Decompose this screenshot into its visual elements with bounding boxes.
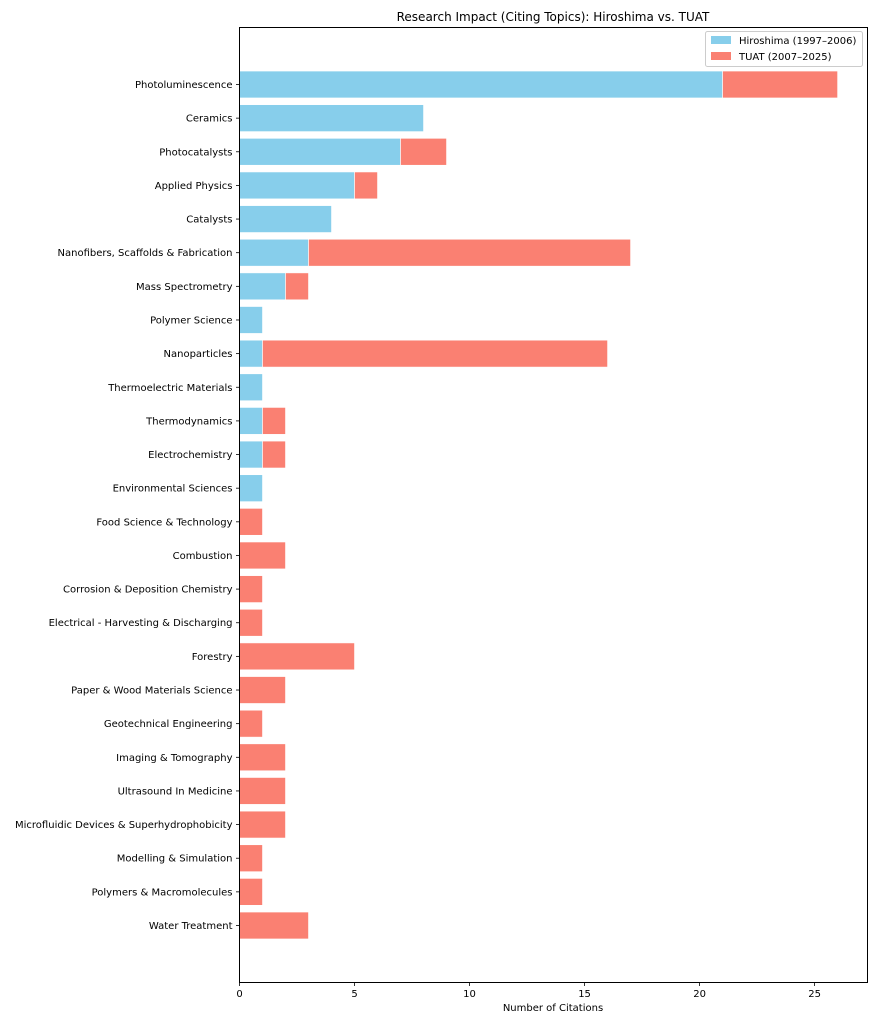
y-tick-label: Thermodynamics — [145, 416, 232, 427]
bar-hiroshima-ceramics — [239, 104, 424, 132]
bar-tuat-combustion — [239, 541, 286, 570]
bar-tuat-imaging-tomography — [239, 743, 286, 772]
bar-tuat-paper-wood-materials-science — [239, 676, 286, 704]
x-tick-label: 10 — [463, 989, 476, 1000]
bar-tuat-applied-physics — [354, 171, 378, 200]
bar-hiroshima-environmental-sciences — [239, 474, 263, 502]
plot-frame — [239, 27, 868, 983]
y-tick-label: Polymers & Macromolecules — [92, 887, 233, 898]
bar-hiroshima-applied-physics — [239, 171, 355, 200]
x-tick-label: 25 — [808, 989, 821, 1000]
bar-hiroshima-thermoelectric-materials — [239, 373, 263, 402]
bars-group — [239, 70, 838, 940]
y-tick-label: Ceramics — [186, 114, 233, 125]
y-tick-label: Polymer Science — [150, 315, 232, 326]
bar-hiroshima-photoluminescence — [239, 70, 723, 99]
y-tick-label: Food Science & Technology — [96, 517, 232, 528]
y-tick-label: Microfluidic Devices & Superhydrophobici… — [15, 820, 233, 831]
y-tick-label: Geotechnical Engineering — [104, 719, 233, 730]
y-tick-label: Nanofibers, Scaffolds & Fabrication — [58, 248, 233, 259]
bar-tuat-electrochemistry — [262, 440, 286, 469]
chart-title: Research Impact (Citing Topics): Hiroshi… — [397, 10, 710, 24]
bar-hiroshima-nanoparticles — [239, 339, 263, 368]
y-tick-label: Nanoparticles — [164, 349, 233, 360]
bar-tuat-electrical-harvesting-discharging — [239, 608, 263, 637]
y-tick-label: Forestry — [192, 652, 233, 663]
y-tick-label: Modelling & Simulation — [117, 854, 233, 865]
x-tick-label: 15 — [578, 989, 591, 1000]
y-tick-label: Ultrasound In Medicine — [118, 786, 233, 797]
bar-tuat-ultrasound-in-medicine — [239, 777, 286, 805]
bar-hiroshima-electrochemistry — [239, 440, 263, 469]
y-tick-label: Catalysts — [186, 215, 232, 226]
bar-tuat-water-treatment — [239, 911, 309, 940]
y-tick-label: Paper & Wood Materials Science — [71, 686, 232, 697]
bar-hiroshima-photocatalysts — [239, 138, 401, 166]
y-tick-label: Photocatalysts — [159, 147, 232, 158]
y-tick-label: Electrochemistry — [148, 450, 232, 461]
y-tick-label: Environmental Sciences — [113, 484, 233, 495]
bar-hiroshima-thermodynamics — [239, 407, 263, 435]
bar-tuat-nanofibers-scaffolds-fabrication — [308, 238, 631, 267]
y-axis-ticks: Photoluminescence Ceramics Photocatalysts A… — [15, 80, 240, 932]
y-tick-label: Combustion — [173, 551, 233, 562]
bar-tuat-food-science-technology — [239, 508, 263, 536]
y-tick-label: Mass Spectrometry — [136, 282, 233, 293]
bar-tuat-nanoparticles — [262, 339, 608, 368]
y-tick-label: Photoluminescence — [135, 80, 233, 91]
bar-hiroshima-nanofibers-scaffolds-fabrication — [239, 238, 309, 267]
bar-hiroshima-mass-spectrometry — [239, 272, 286, 301]
y-tick-label: Imaging & Tomography — [116, 753, 232, 764]
bar-tuat-corrosion-deposition-chemistry — [239, 575, 263, 603]
legend-box — [705, 31, 863, 67]
legend-label-hiroshima: Hiroshima (1997–2006) — [739, 36, 856, 47]
x-tick-label: 0 — [236, 989, 242, 1000]
bar-tuat-microfluidic-devices-superhydrophobicity — [239, 810, 286, 839]
bar-tuat-polymers-macromolecules — [239, 878, 263, 906]
legend-swatch-hiroshima — [711, 36, 731, 44]
y-tick-label: Water Treatment — [149, 921, 233, 932]
x-axis-ticks: 0 5 10 15 20 25 — [236, 982, 821, 1000]
bar-tuat-geotechnical-engineering — [239, 709, 263, 738]
bar-tuat-photoluminescence — [722, 70, 838, 99]
x-axis-label: Number of Citations — [503, 1003, 603, 1014]
x-tick-label: 5 — [351, 989, 357, 1000]
bar-tuat-forestry — [239, 642, 355, 671]
bar-hiroshima-polymer-science — [239, 306, 263, 334]
x-tick-label: 20 — [693, 989, 706, 1000]
legend: Hiroshima (1997–2006) TUAT (2007–2025) — [705, 31, 863, 67]
bar-tuat-thermodynamics — [262, 407, 286, 435]
bar-tuat-mass-spectrometry — [285, 272, 309, 301]
y-tick-label: Corrosion & Deposition Chemistry — [63, 585, 233, 596]
legend-swatch-tuat — [711, 52, 731, 60]
y-tick-label: Applied Physics — [155, 181, 233, 192]
bar-tuat-modelling-simulation — [239, 844, 263, 872]
y-tick-label: Electrical - Harvesting & Discharging — [49, 618, 233, 629]
legend-label-tuat: TUAT (2007–2025) — [738, 52, 832, 63]
y-tick-label: Thermoelectric Materials — [107, 383, 232, 394]
bar-hiroshima-catalysts — [239, 205, 332, 233]
bar-tuat-photocatalysts — [400, 138, 447, 166]
